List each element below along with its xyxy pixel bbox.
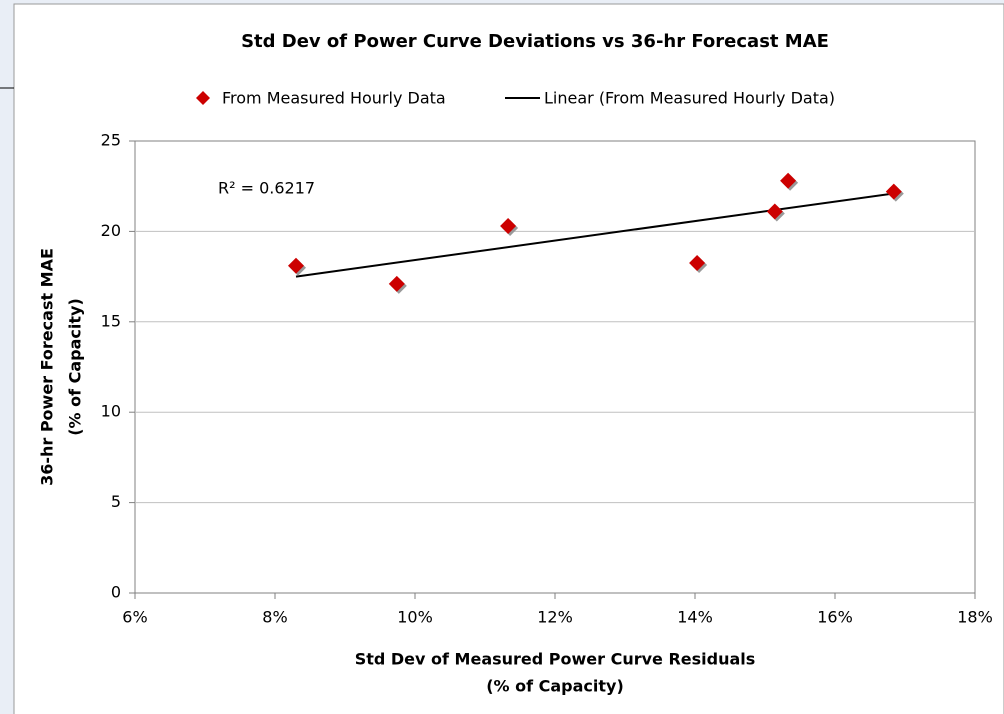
marker <box>766 203 783 220</box>
legend-label: From Measured Hourly Data <box>222 89 446 108</box>
y-tick-label: 0 <box>111 583 121 602</box>
marker <box>780 172 797 189</box>
x-tick-label: 12% <box>537 608 573 627</box>
trendline <box>295 192 894 278</box>
y-axis-title: (% of Capacity) <box>66 298 85 436</box>
x-tick-label: 14% <box>677 608 713 627</box>
plot-area <box>134 140 976 594</box>
chart-title: Std Dev of Power Curve Deviations vs 36-… <box>241 31 829 52</box>
annotation: R² = 0.6217 <box>218 179 315 198</box>
x-tick-label: 6% <box>122 608 147 627</box>
y-tick-label: 25 <box>101 131 121 150</box>
x-tick-label: 18% <box>957 608 993 627</box>
x-tick-label: 16% <box>817 608 853 627</box>
marker <box>288 257 304 274</box>
marker <box>885 183 902 200</box>
marker <box>689 255 706 272</box>
y-tick-label: 20 <box>101 221 121 240</box>
x-axis-title: Std Dev of Measured Power Curve Residual… <box>355 650 756 669</box>
legend-marker <box>196 91 210 105</box>
marker <box>388 275 405 292</box>
y-tick-label: 15 <box>101 311 121 330</box>
marker <box>500 217 517 234</box>
x-axis-title: (% of Capacity) <box>486 677 624 696</box>
x-tick-label: 8% <box>262 608 287 627</box>
legend-label: Linear (From Measured Hourly Data) <box>544 89 835 108</box>
y-tick-label: 10 <box>101 402 121 421</box>
y-axis-title: 36-hr Power Forecast MAE <box>38 248 57 486</box>
y-tick-label: 5 <box>111 492 121 511</box>
x-tick-label: 10% <box>397 608 433 627</box>
